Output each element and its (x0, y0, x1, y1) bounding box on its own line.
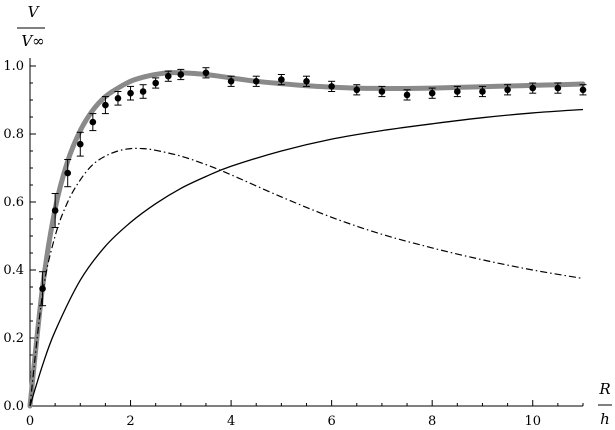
y-tick-label: 0.8 (3, 127, 24, 142)
data-point (114, 95, 122, 102)
series-data-points (39, 67, 587, 307)
data-point (454, 88, 461, 95)
data-point (353, 86, 361, 94)
data-point (328, 83, 335, 90)
data-point (278, 76, 285, 83)
data-point (479, 88, 486, 95)
x-tick-label: 10 (524, 414, 541, 429)
data-point (177, 71, 185, 78)
y-axis-label-denominator: V∞ (21, 32, 44, 50)
data-point (403, 91, 411, 99)
x-axis-label-numerator: R (598, 380, 610, 398)
x-axis-label-denominator: h (600, 410, 610, 428)
data-point (76, 140, 84, 148)
data-point (303, 78, 310, 85)
y-axis-label: V V∞ (17, 3, 45, 50)
data-point (51, 207, 59, 214)
x-tick-label: 0 (26, 414, 34, 429)
data-point (164, 72, 172, 80)
y-tick-label: 0.4 (3, 263, 24, 278)
data-point (64, 169, 72, 177)
series-line-solid (29, 108, 584, 407)
data-point (428, 89, 436, 97)
series-line-thick-gray (27, 70, 586, 409)
ticks: 0 2 4 6 8 10 0.0 0.2 0.4 0.6 0.8 1.0 (3, 59, 584, 429)
x-tick-label: 4 (227, 414, 235, 429)
data-point (252, 78, 260, 85)
data-point (554, 84, 562, 92)
data-point (102, 101, 109, 109)
y-tick-label: 1.0 (3, 59, 24, 74)
x-tick-label: 2 (126, 414, 134, 429)
data-point (139, 88, 147, 95)
y-tick-label: 0.2 (3, 331, 24, 346)
x-tick-label: 8 (428, 414, 436, 429)
series-line-dash-dot (29, 147, 584, 407)
axes (29, 58, 583, 407)
data-point (227, 78, 235, 85)
y-axis-label-numerator: V (28, 3, 41, 21)
data-point (127, 89, 134, 97)
data-point (579, 86, 587, 94)
x-axis-label: R h (598, 380, 612, 428)
data-point (202, 69, 210, 77)
data-point (378, 88, 386, 95)
data-point (152, 79, 159, 87)
data-point (529, 84, 537, 92)
data-point (89, 118, 97, 126)
y-tick-label: 0.0 (3, 399, 24, 414)
y-tick-label: 0.6 (3, 195, 24, 210)
series-layer (27, 67, 587, 409)
data-point (504, 86, 511, 94)
x-tick-label: 6 (327, 414, 335, 429)
data-point (39, 285, 46, 293)
